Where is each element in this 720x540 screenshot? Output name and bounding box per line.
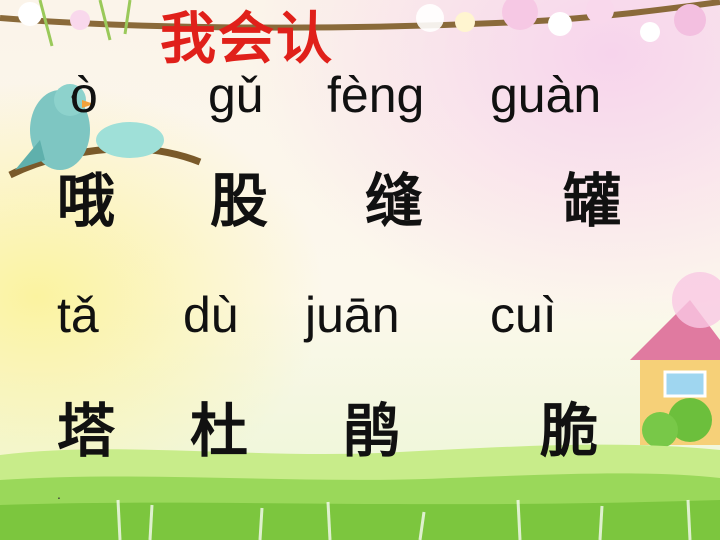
house-illustration bbox=[630, 272, 720, 448]
branch-with-flowers bbox=[0, 0, 720, 47]
hanzi-feng: 缝 bbox=[365, 167, 424, 235]
pinyin-juan: juān bbox=[305, 287, 400, 343]
hanzi-cui: 脆 bbox=[540, 397, 599, 465]
hanzi-ta: 塔 bbox=[57, 397, 116, 465]
pinyin-cui: cuì bbox=[490, 287, 557, 343]
pinyin-o: ò bbox=[70, 67, 98, 123]
footnote-dot: . bbox=[57, 486, 61, 502]
grass-border bbox=[0, 444, 720, 540]
hanzi-guan: 罐 bbox=[563, 167, 622, 235]
hanzi-juan: 鹃 bbox=[343, 397, 402, 465]
pinyin-ta: tǎ bbox=[57, 287, 99, 343]
bird-illustration bbox=[8, 84, 202, 179]
hanzi-gu: 股 bbox=[210, 167, 269, 235]
pinyin-guan: guàn bbox=[490, 67, 602, 123]
hanzi-o: 哦 bbox=[57, 167, 116, 235]
page-title: 我会认 bbox=[160, 7, 334, 72]
pinyin-du: dù bbox=[183, 287, 239, 343]
hanzi-du: 杜 bbox=[190, 397, 249, 465]
pinyin-gu: gǔ bbox=[208, 67, 264, 123]
pinyin-feng: fèng bbox=[327, 67, 425, 123]
